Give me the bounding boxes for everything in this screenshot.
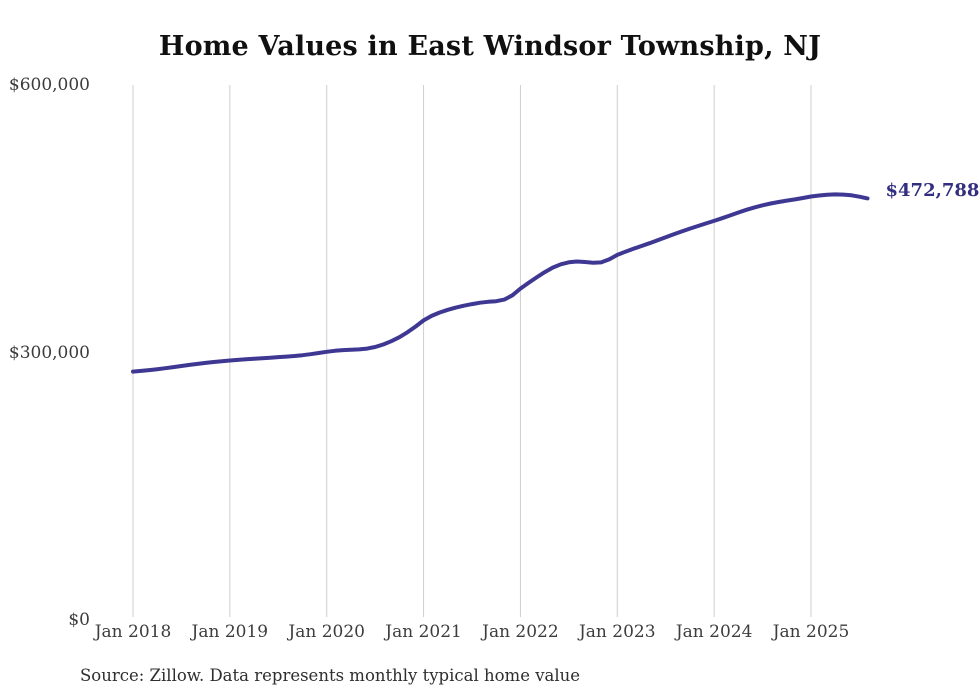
x-tick-jan-2020: Jan 2020 — [288, 622, 365, 642]
current-value-label: $472,788 — [885, 180, 980, 202]
x-tick-jan-2022: Jan 2022 — [482, 622, 559, 642]
x-tick-jan-2018: Jan 2018 — [94, 622, 172, 642]
x-tick-jan-2025: Jan 2025 — [772, 622, 850, 642]
x-tick-jan-2024: Jan 2024 — [675, 622, 753, 642]
home-value-line-series — [131, 192, 870, 374]
y-tick-0: $0 — [68, 610, 90, 630]
chart-title: Home Values in East Windsor Township, NJ — [158, 31, 822, 62]
y-tick-300000: $300,000 — [8, 342, 90, 363]
vertical-gridlines — [132, 85, 812, 617]
y-tick-600000: $600,000 — [8, 75, 90, 95]
x-tick-jan-2021: Jan 2021 — [385, 622, 462, 642]
x-tick-jan-2019: Jan 2019 — [191, 622, 269, 642]
x-tick-jan-2023: Jan 2023 — [578, 622, 656, 642]
source-note: Source: Zillow. Data represents monthly … — [80, 666, 581, 685]
